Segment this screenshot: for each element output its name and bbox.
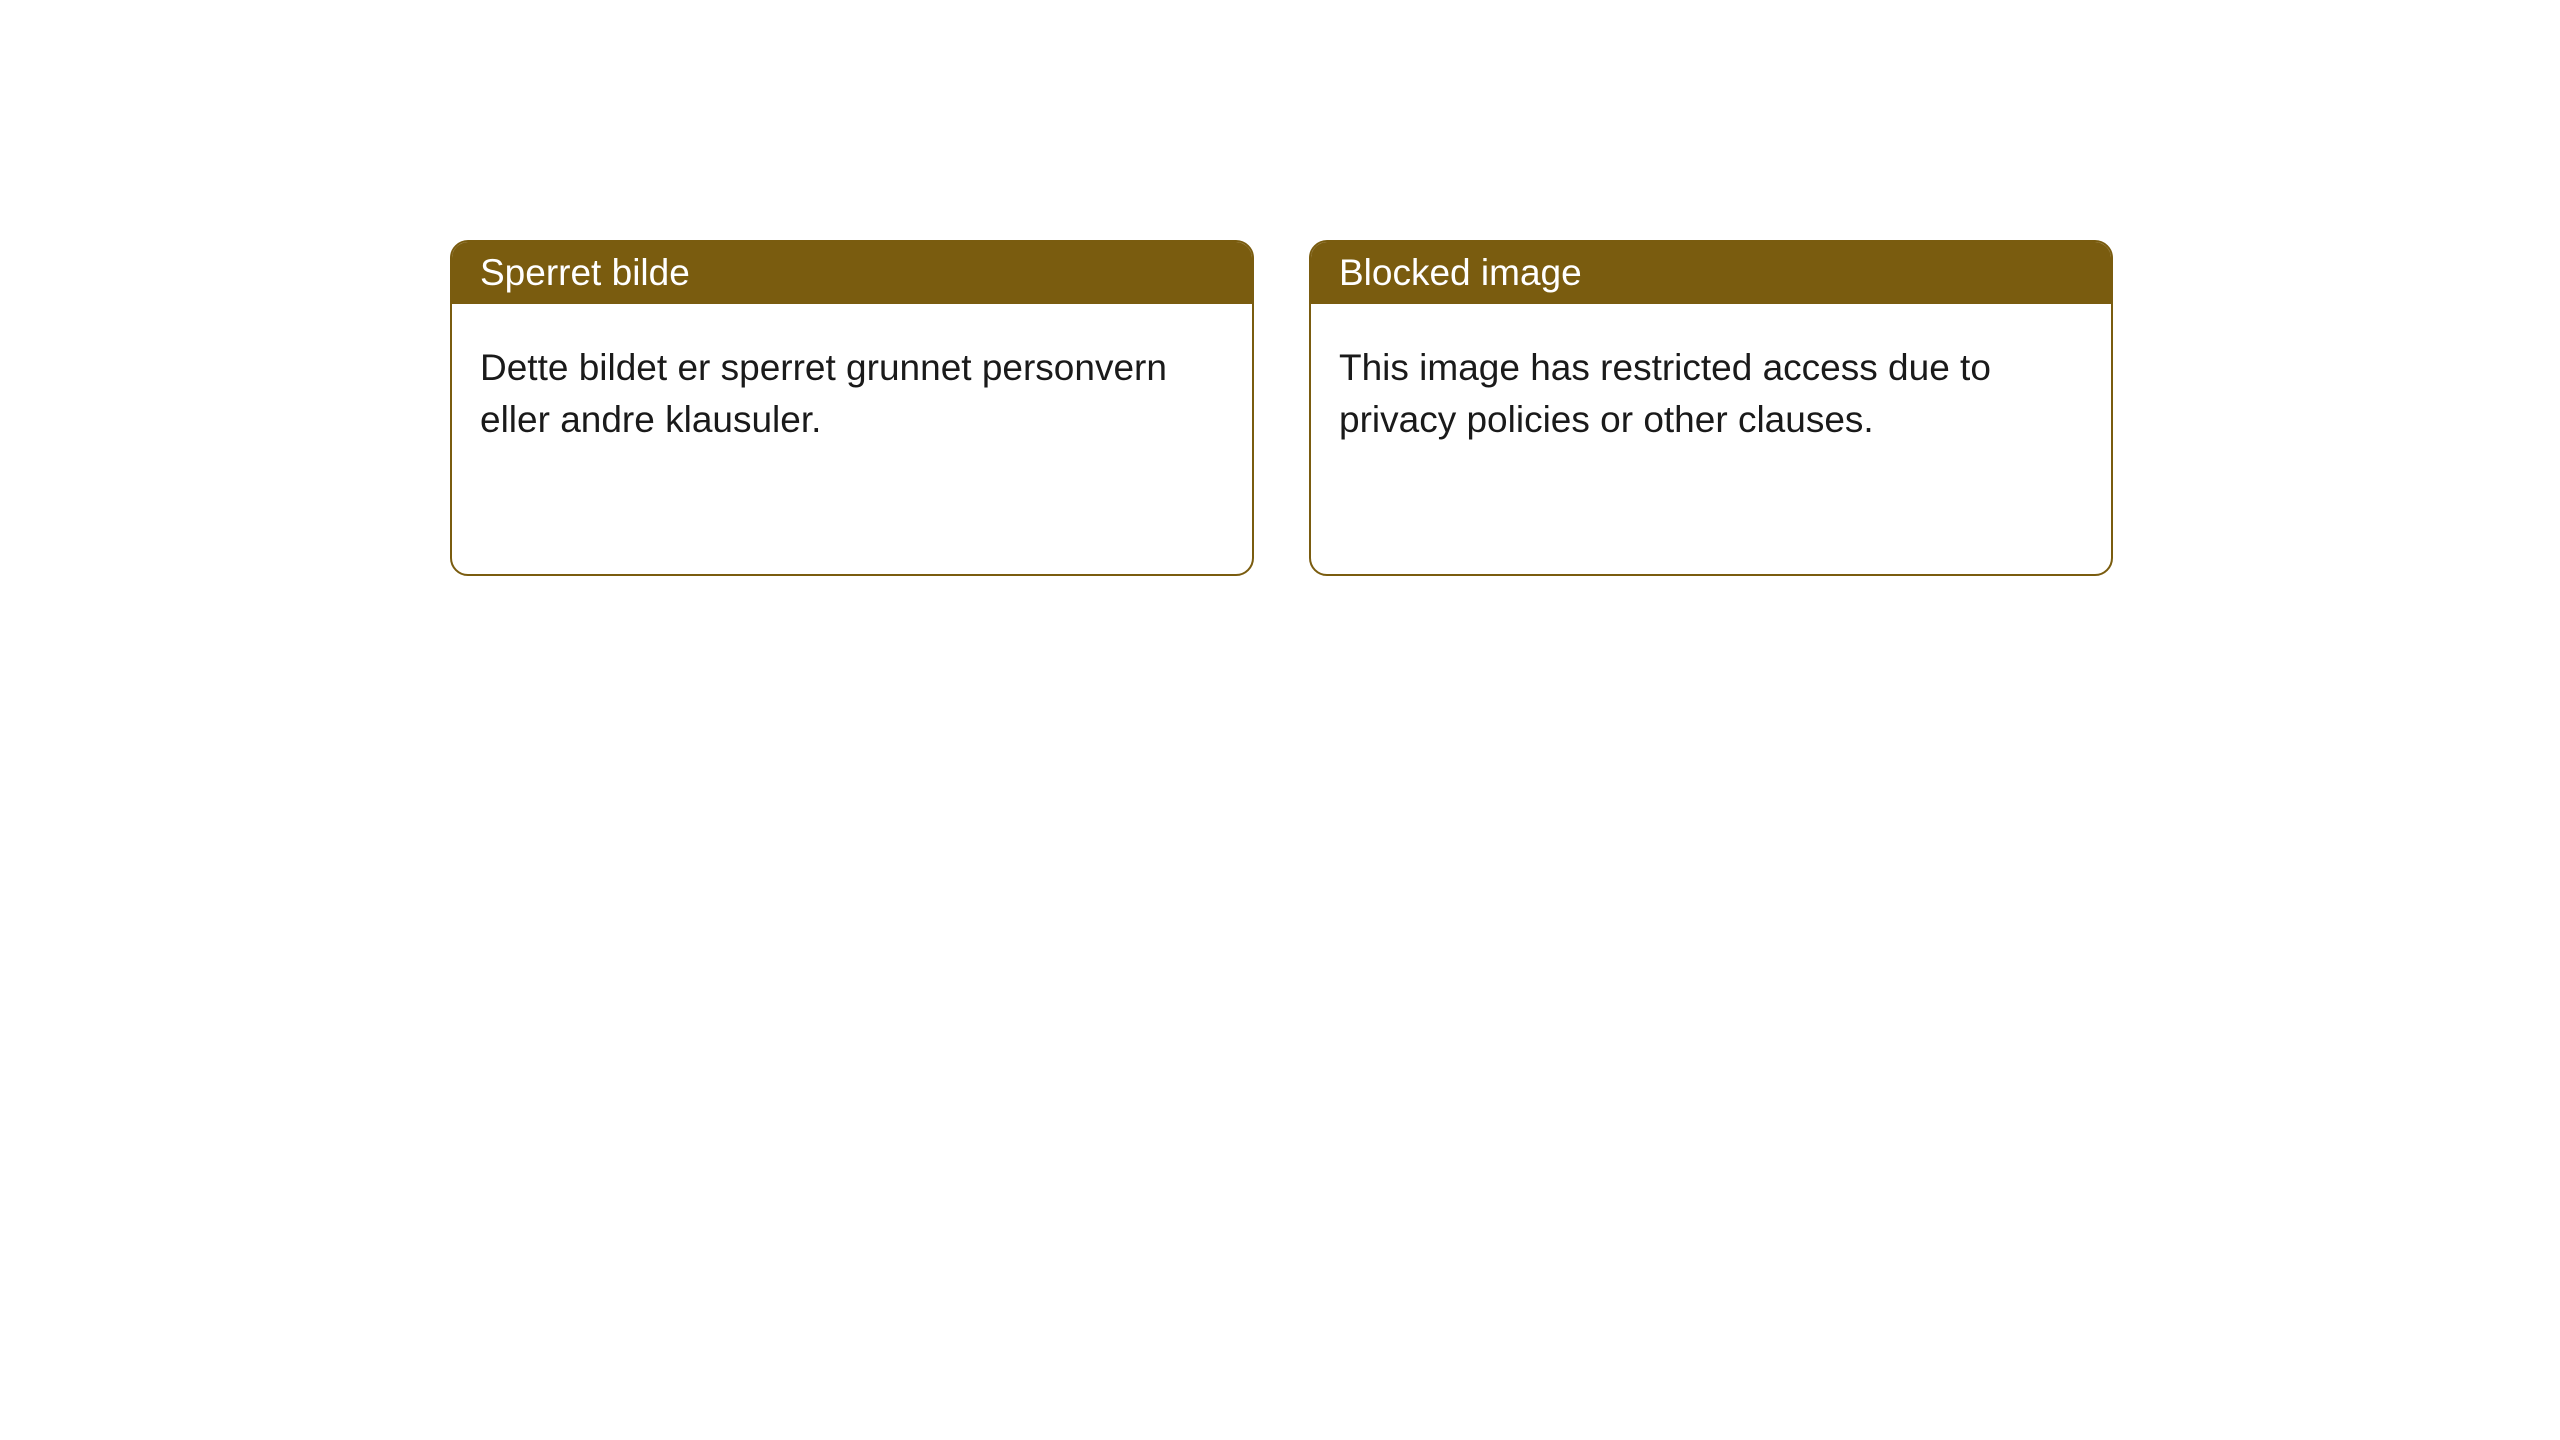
card-body-text: Dette bildet er sperret grunnet personve…: [480, 347, 1167, 440]
notice-cards-container: Sperret bilde Dette bildet er sperret gr…: [0, 0, 2560, 576]
card-header-english: Blocked image: [1311, 242, 2111, 304]
card-header-title: Blocked image: [1339, 252, 1582, 294]
card-header-norwegian: Sperret bilde: [452, 242, 1252, 304]
card-body-english: This image has restricted access due to …: [1311, 304, 2111, 484]
card-header-title: Sperret bilde: [480, 252, 690, 294]
blocked-image-card-english: Blocked image This image has restricted …: [1309, 240, 2113, 576]
card-body-text: This image has restricted access due to …: [1339, 347, 1991, 440]
card-body-norwegian: Dette bildet er sperret grunnet personve…: [452, 304, 1252, 484]
blocked-image-card-norwegian: Sperret bilde Dette bildet er sperret gr…: [450, 240, 1254, 576]
